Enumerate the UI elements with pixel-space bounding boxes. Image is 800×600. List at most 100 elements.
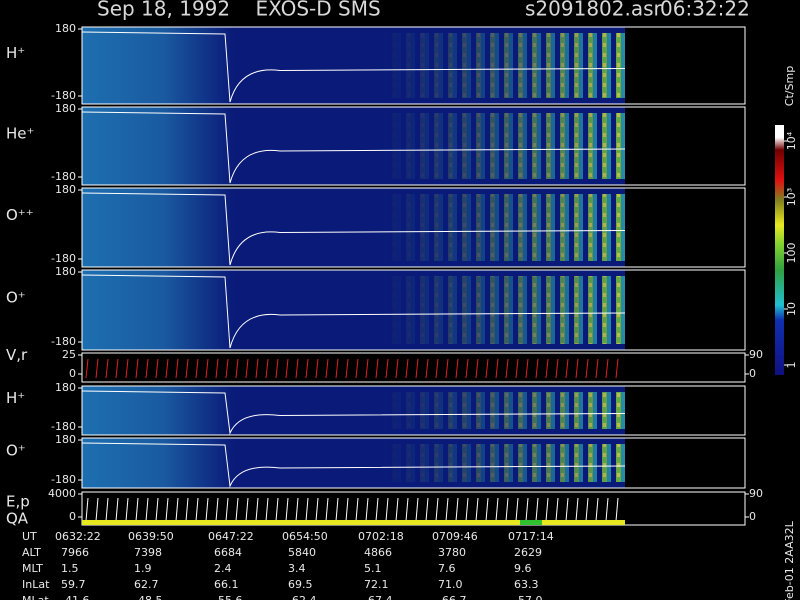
y-tick-label: 90 <box>749 348 763 361</box>
footer-value: -67.4 <box>364 594 392 600</box>
panel-bg <box>82 353 625 382</box>
qa-bar <box>520 520 542 525</box>
panel-label: O⁺ <box>6 442 26 460</box>
footer-value: 63.3 <box>514 578 539 591</box>
footer-value: 5.1 <box>364 562 382 575</box>
panel-frame <box>81 106 746 186</box>
file-name: s2091802.asr <box>525 0 663 21</box>
colorbar-tick-label: 100 <box>785 243 798 264</box>
spectrogram <box>380 276 625 344</box>
y-tick-label: 180 <box>55 381 76 394</box>
panel-label: H⁺ <box>6 389 25 407</box>
panel-label: H⁺ <box>6 44 25 62</box>
panels: H⁺180-180He⁺180-180O⁺⁺180-180O⁺180-180V,… <box>6 22 763 528</box>
footer-value: 7398 <box>134 546 162 559</box>
y-tick-label: 0 <box>69 510 76 523</box>
panel-frame <box>81 352 746 383</box>
footer-value: 3780 <box>438 546 466 559</box>
y-tick-label: 180 <box>55 265 76 278</box>
y-tick-label: -180 <box>51 89 76 102</box>
footer-value: -66.7 <box>438 594 466 600</box>
panel-frame <box>81 187 746 268</box>
qa-bar <box>82 520 625 525</box>
spectrogram <box>380 444 625 482</box>
footer-value: 69.5 <box>288 578 313 591</box>
y-tick-label: -180 <box>51 420 76 433</box>
side-label: Feb-01 2AA32L <box>783 520 796 600</box>
footer-value: 2629 <box>514 546 542 559</box>
panel-label: QA <box>6 510 29 528</box>
y-tick-label: -180 <box>51 170 76 183</box>
y-tick-label: 0 <box>749 367 756 380</box>
panel-label: He⁺ <box>6 125 34 143</box>
y-tick-label: 180 <box>55 102 76 115</box>
footer-value: 1.9 <box>134 562 152 575</box>
colorbar <box>775 125 784 375</box>
footer-value: 0632:22 <box>55 530 101 543</box>
trace <box>81 31 626 103</box>
y-tick-label: -180 <box>51 473 76 486</box>
footer-value: -62.4 <box>288 594 316 600</box>
footer-value: 0639:50 <box>128 530 174 543</box>
y-tick-label: 25 <box>62 348 76 361</box>
footer-value: 0702:18 <box>358 530 404 543</box>
footer-value: 59.7 <box>61 578 86 591</box>
trace <box>81 274 626 349</box>
footer-value: -57.0 <box>514 594 542 600</box>
y-tick-label: 0 <box>749 510 756 523</box>
panel-bg <box>82 492 625 525</box>
footer-label: UT <box>22 530 37 543</box>
panel-label: O⁺ <box>6 289 26 307</box>
footer-value: -48.5 <box>134 594 162 600</box>
footer-value: 62.7 <box>134 578 159 591</box>
footer-value: 3.4 <box>288 562 306 575</box>
panel-label: V,r <box>6 346 28 364</box>
footer-value: 0717:14 <box>508 530 554 543</box>
y-tick-label: 4000 <box>48 487 76 500</box>
y-tick-label: 180 <box>55 22 76 35</box>
trace <box>85 497 619 522</box>
y-tick-label: 180 <box>55 433 76 446</box>
spectrogram <box>380 194 625 261</box>
footer-label: MLT <box>22 562 43 575</box>
colorbar-tick-label: 10³ <box>785 188 798 206</box>
panel-frame <box>81 437 746 489</box>
y-tick-label: 90 <box>749 487 763 500</box>
footer-label: InLat <box>22 578 50 591</box>
footer-value: 1.5 <box>61 562 79 575</box>
footer-label: MLat <box>22 594 49 600</box>
trace <box>81 192 626 266</box>
footer-value: 4866 <box>364 546 392 559</box>
colorbar-tick-label: 10 <box>785 302 798 316</box>
panel-frame <box>81 26 746 105</box>
y-tick-label: 180 <box>55 183 76 196</box>
panel-frame <box>81 385 746 436</box>
trace <box>81 442 626 488</box>
y-tick-label: -180 <box>51 252 76 265</box>
y-tick-label: 0 <box>69 367 76 380</box>
footer-value: 9.6 <box>514 562 532 575</box>
footer-value: -41.6 <box>61 594 89 600</box>
footer-value: 2.4 <box>214 562 232 575</box>
trace <box>81 390 626 435</box>
time: 06:32:22 <box>660 0 750 21</box>
colorbar-tick-label: 1 <box>785 362 798 369</box>
colorbar-tick-label: 10⁴ <box>785 131 798 150</box>
footer-value: 66.1 <box>214 578 239 591</box>
trace <box>81 111 626 184</box>
y-tick-label: -180 <box>51 335 76 348</box>
panel-label: O⁺⁺ <box>6 206 34 224</box>
spectrogram <box>380 113 625 179</box>
footer-value: 0654:50 <box>282 530 328 543</box>
colorbar-title: Ct/Smp <box>783 66 796 106</box>
footer-value: 7966 <box>61 546 89 559</box>
footer-value: 5840 <box>288 546 316 559</box>
footer-label: ALT <box>22 546 41 559</box>
footer-value: 0709:46 <box>432 530 478 543</box>
footer-value: 72.1 <box>364 578 389 591</box>
spectrogram <box>380 392 625 429</box>
footer-value: 6684 <box>214 546 242 559</box>
footer-value: 71.0 <box>438 578 463 591</box>
footer-value: -55.6 <box>214 594 242 600</box>
